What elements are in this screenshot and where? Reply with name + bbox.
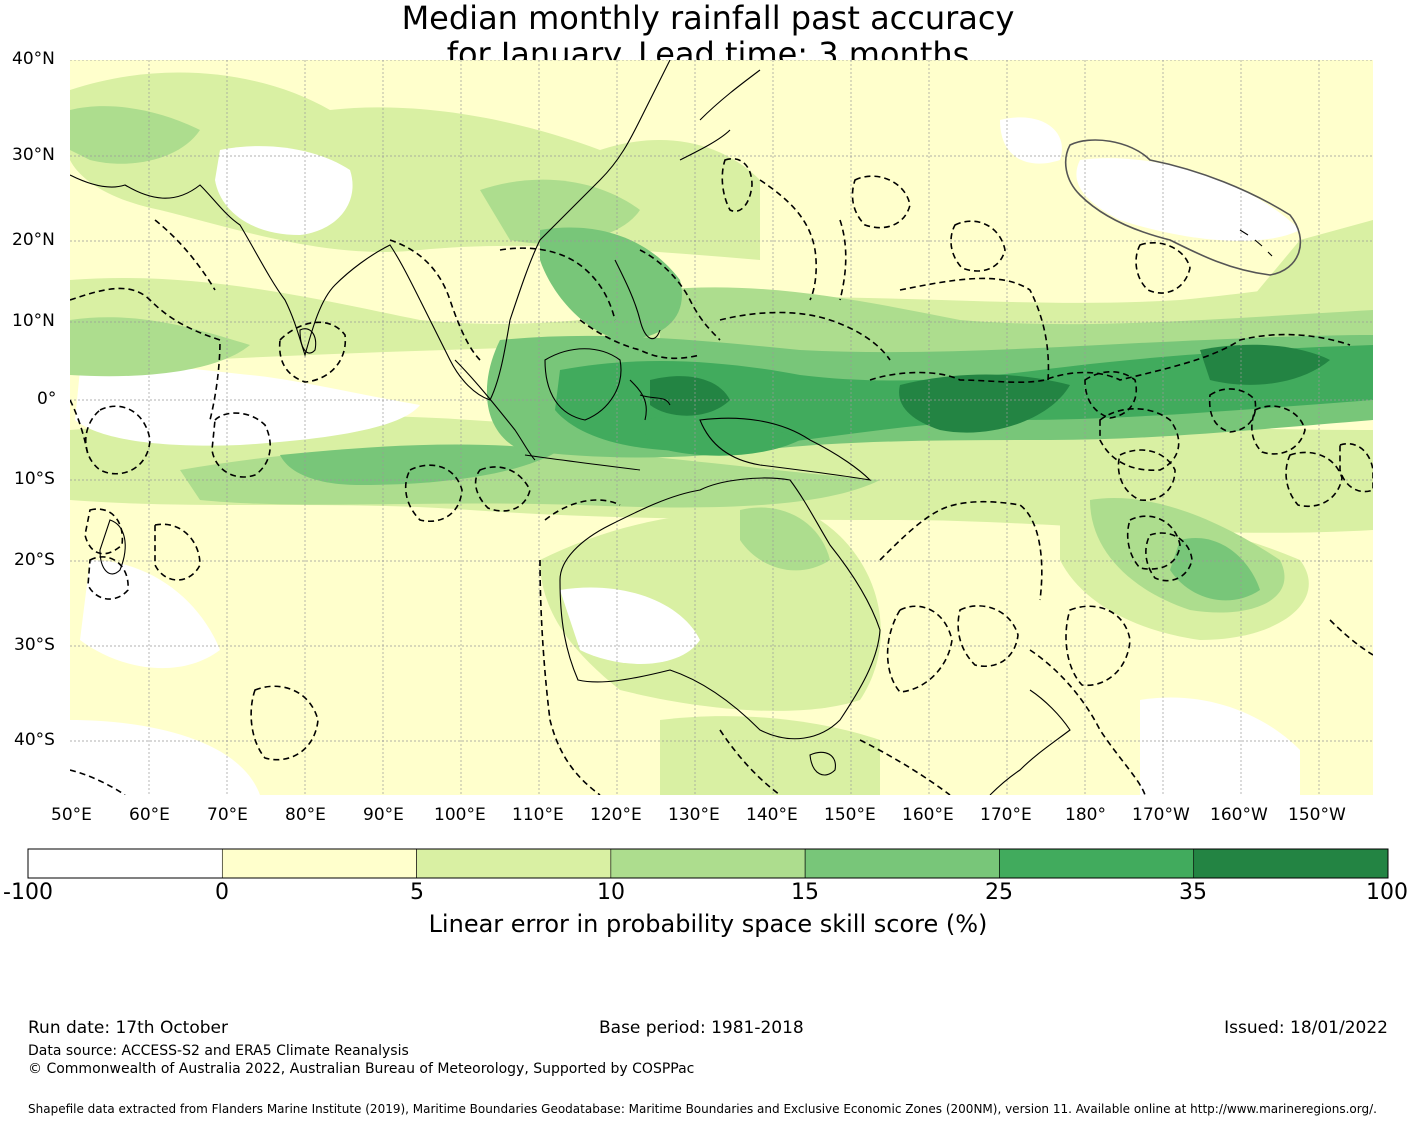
coast-arabia-india: [70, 174, 421, 357]
lat-label-20n: 20°N: [12, 230, 55, 250]
colorbar-tick-6: 35: [1179, 880, 1207, 905]
colorbar-swatch-0: [27, 848, 223, 879]
lat-label-equator: 0°: [37, 389, 57, 409]
lon-label-160w: 160°W: [1210, 805, 1268, 825]
lon-label-120e: 120°E: [590, 805, 642, 825]
coast-tasmania: [809, 751, 836, 776]
coast-borneo: [544, 348, 622, 421]
copyright: © Commonwealth of Australia 2022, Austra…: [28, 1061, 695, 1077]
skill-map: [70, 60, 1373, 795]
coast-sumatra: [454, 359, 536, 461]
run-date: Run date: 17th October: [28, 1018, 228, 1038]
lat-label-30n: 30°N: [12, 145, 55, 165]
colorbar-tick-3: 10: [597, 880, 625, 905]
map-title-line-1: Median monthly rainfall past accuracy: [401, 0, 1015, 37]
colorbar-tick-7: 100: [1366, 880, 1408, 905]
colorbar-swatch-6: [1193, 848, 1389, 879]
lon-label-170e: 170°E: [980, 805, 1032, 825]
colorbar-tick-0: -100: [3, 880, 53, 905]
colorbar-tick-2: 5: [410, 880, 424, 905]
coast-new-zealand: [989, 689, 1071, 795]
colorbar: [27, 848, 1389, 879]
lat-label-30s: 30°S: [14, 635, 55, 655]
lon-label-50e: 50°E: [51, 805, 92, 825]
colorbar-swatch-1: [221, 848, 417, 879]
lon-label-60e: 60°E: [129, 805, 170, 825]
graticule: [70, 60, 1373, 795]
coast-australia: [559, 477, 881, 740]
coastlines: [70, 60, 1273, 795]
coast-japan: [679, 69, 761, 161]
lon-label-90e: 90°E: [363, 805, 404, 825]
lon-label-170w: 170°W: [1132, 805, 1190, 825]
coast-hawaii: [1239, 229, 1273, 257]
lat-label-10s: 10°S: [14, 469, 55, 489]
lon-label-150e: 150°E: [824, 805, 876, 825]
lat-label-40s: 40°S: [14, 730, 55, 750]
lat-label-10n: 10°N: [12, 311, 55, 331]
coast-east-asia: [419, 60, 671, 401]
lon-label-150w: 150°W: [1288, 805, 1346, 825]
lon-label-140e: 140°E: [746, 805, 798, 825]
colorbar-swatch-2: [416, 848, 612, 879]
lon-label-80e: 80°E: [285, 805, 326, 825]
colorbar-swatch-4: [804, 848, 1000, 879]
lon-label-160e: 160°E: [902, 805, 954, 825]
skill-shading-strongest: [650, 344, 1330, 433]
shapefile-credit: Shapefile data extracted from Flanders M…: [28, 1102, 1377, 1116]
base-period: Base period: 1981-2018: [599, 1018, 804, 1038]
lon-label-70e: 70°E: [207, 805, 248, 825]
colorbar-title: Linear error in probability space skill …: [428, 910, 988, 938]
lon-label-130e: 130°E: [668, 805, 720, 825]
colorbar-frame: [27, 848, 1389, 879]
colorbar-swatch-5: [999, 848, 1195, 879]
coast-java: [524, 454, 641, 471]
map-area: [70, 60, 1373, 795]
lat-label-20s: 20°S: [14, 550, 55, 570]
coast-new-guinea: [699, 417, 872, 481]
lat-label-40n: 40°N: [12, 49, 55, 69]
lon-label-100e: 100°E: [434, 805, 486, 825]
coast-philippines: [614, 259, 661, 340]
data-source: Data source: ACCESS-S2 and ERA5 Climate …: [28, 1043, 409, 1059]
lon-label-110e: 110°E: [512, 805, 564, 825]
maritime-boundaries: [70, 139, 1373, 795]
colorbar-tick-1: 0: [215, 880, 229, 905]
colorbar-tick-5: 25: [985, 880, 1013, 905]
colorbar-tick-4: 15: [791, 880, 819, 905]
coast-sri-lanka: [299, 328, 317, 354]
colorbar-swatch-3: [610, 848, 806, 879]
coast-sulawesi: [629, 379, 671, 421]
issued-date: Issued: 18/01/2022: [1224, 1018, 1388, 1038]
lon-label-180: 180°: [1065, 805, 1106, 825]
